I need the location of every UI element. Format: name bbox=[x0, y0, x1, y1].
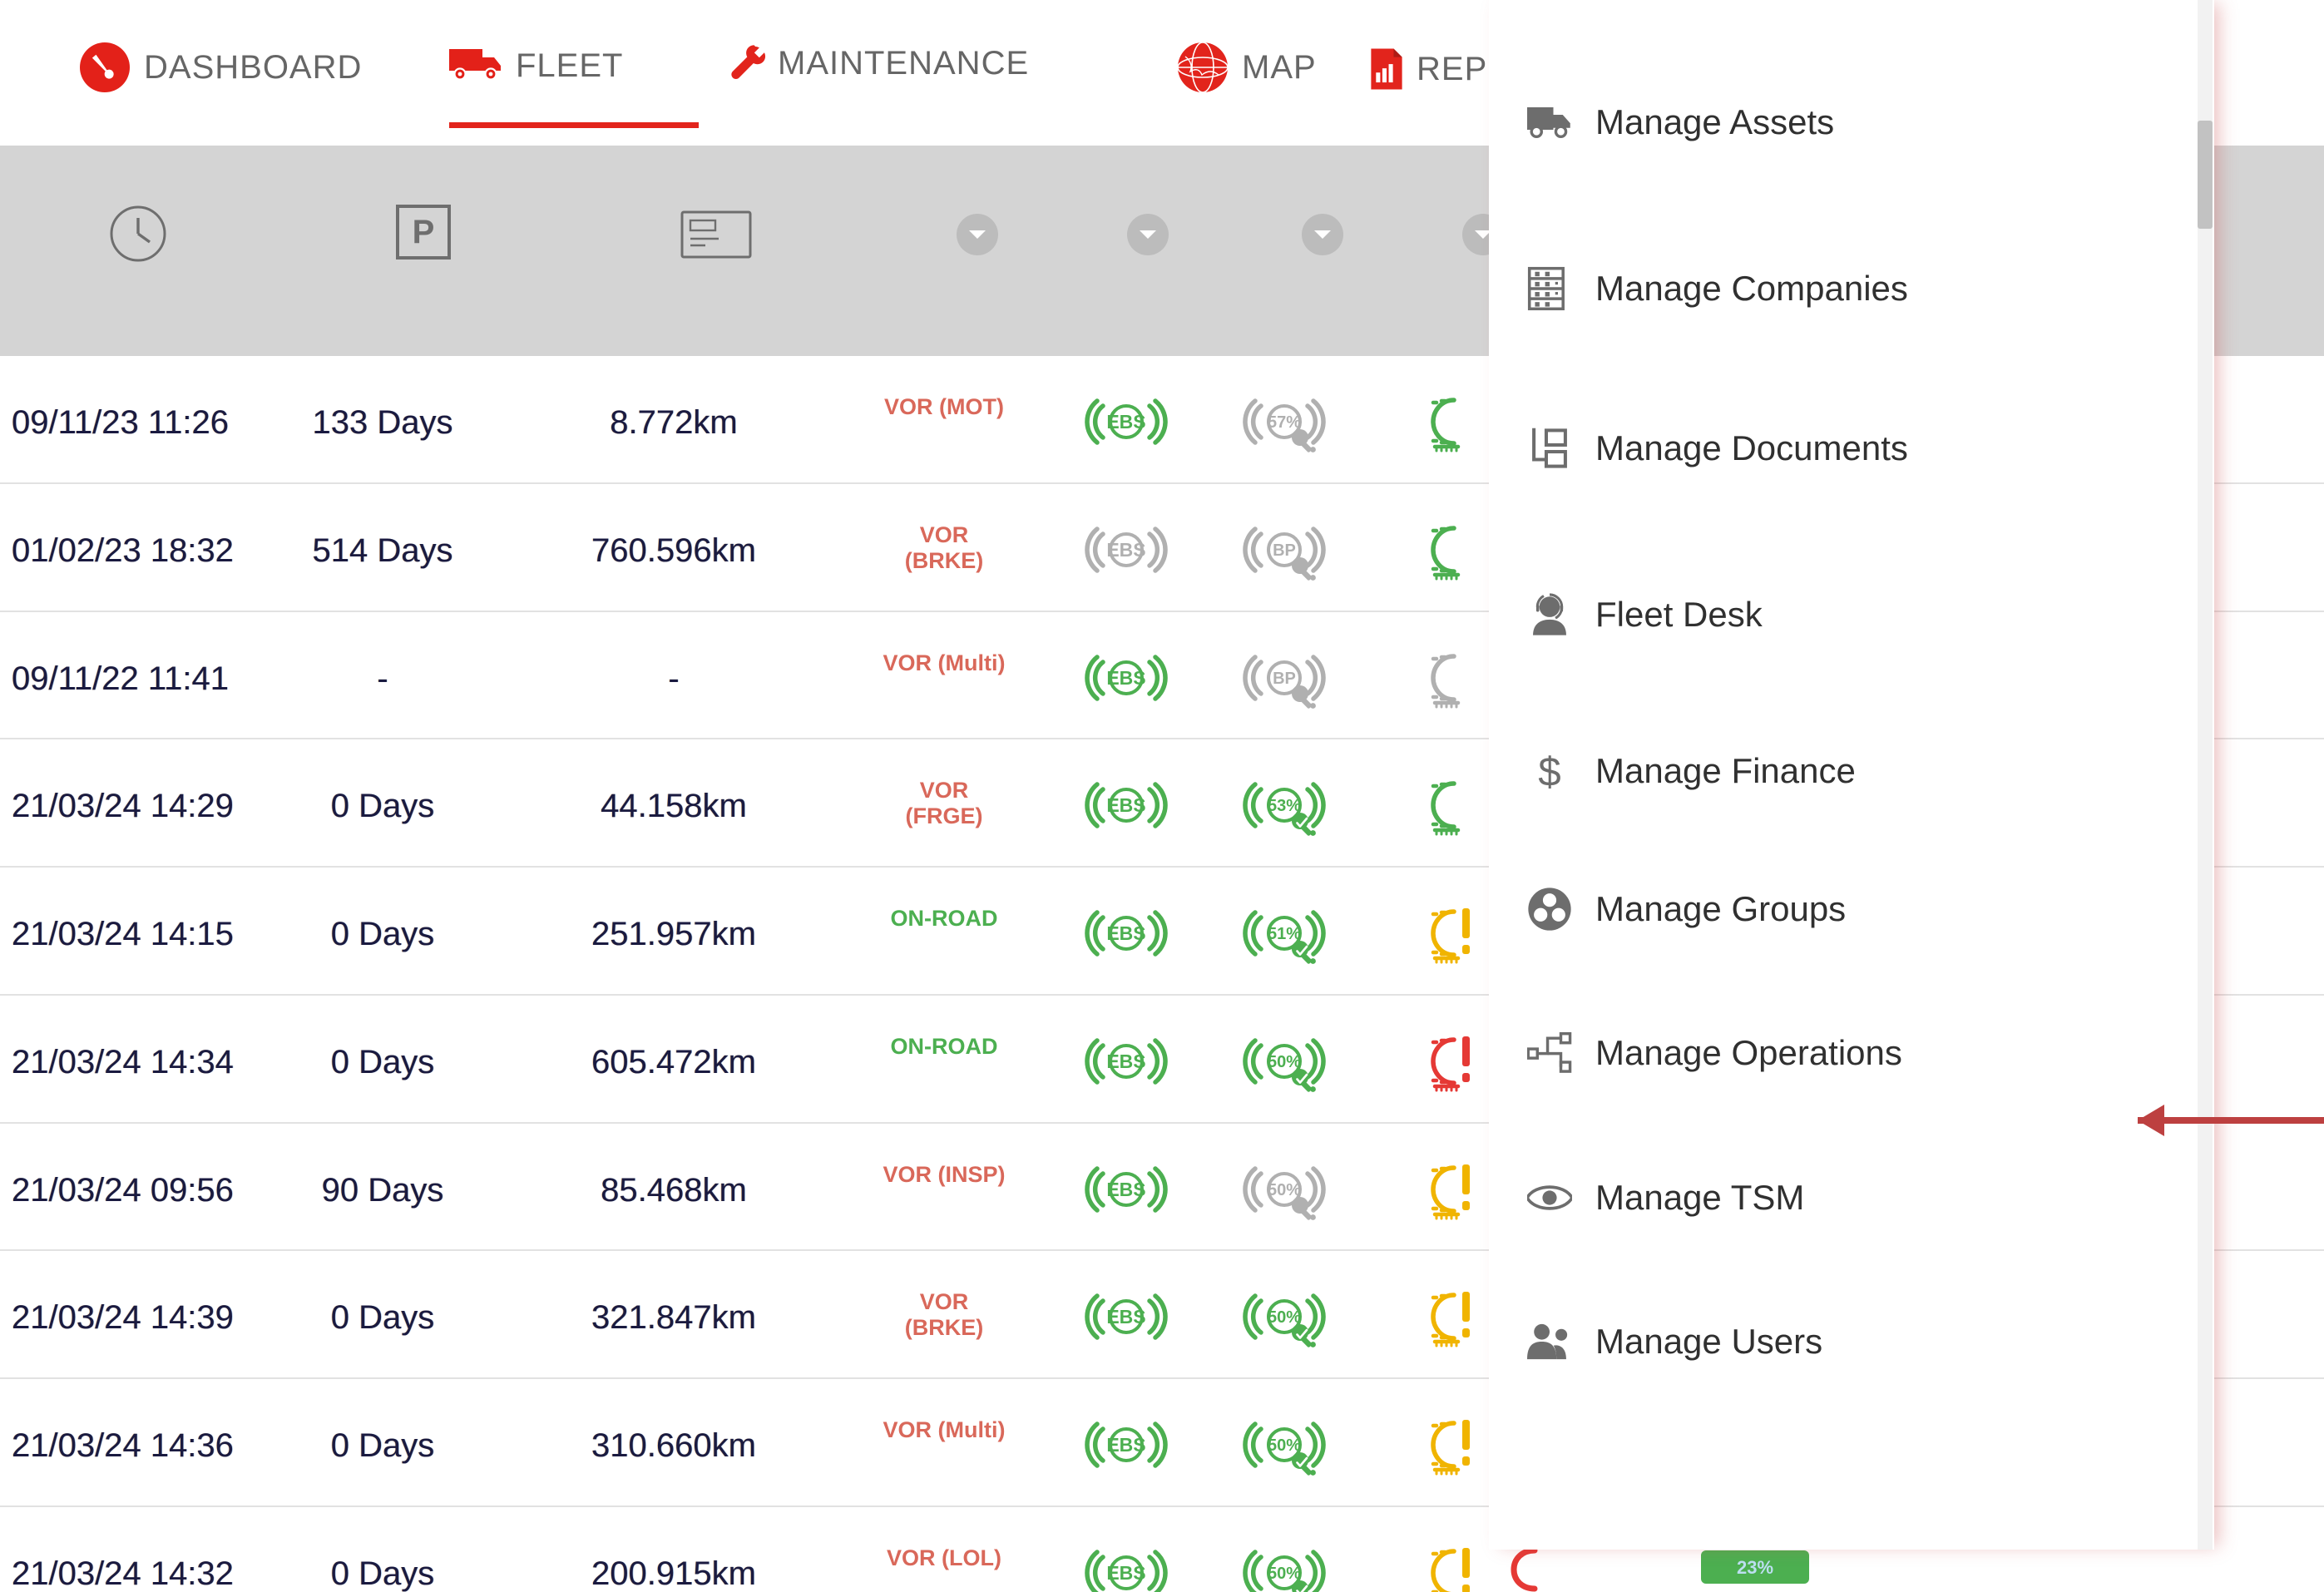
svg-text:50%: 50% bbox=[1268, 1308, 1301, 1327]
svg-text:EBS: EBS bbox=[1106, 922, 1145, 944]
svg-text:50%: 50% bbox=[1268, 1181, 1301, 1199]
svg-text:P: P bbox=[413, 214, 435, 250]
svg-text:BP: BP bbox=[1273, 670, 1296, 688]
svg-text:EBS: EBS bbox=[1106, 539, 1145, 561]
svg-text:EBS: EBS bbox=[1106, 1434, 1145, 1456]
svg-text:53%: 53% bbox=[1268, 797, 1301, 815]
svg-text:50%: 50% bbox=[1268, 1053, 1301, 1071]
svg-text:EBS: EBS bbox=[1106, 1179, 1145, 1200]
svg-text:EBS: EBS bbox=[1106, 667, 1145, 689]
svg-text:50%: 50% bbox=[1268, 1565, 1301, 1583]
svg-text:BP: BP bbox=[1273, 541, 1296, 560]
svg-text:EBS: EBS bbox=[1106, 411, 1145, 433]
svg-text:23%: 23% bbox=[1737, 1557, 1773, 1578]
svg-text:$: $ bbox=[1538, 749, 1560, 794]
svg-text:51%: 51% bbox=[1268, 925, 1301, 943]
svg-text:EBS: EBS bbox=[1106, 1306, 1145, 1327]
svg-text:EBS: EBS bbox=[1106, 1562, 1145, 1584]
svg-text:EBS: EBS bbox=[1106, 1051, 1145, 1072]
svg-text:50%: 50% bbox=[1268, 1436, 1301, 1455]
svg-text:EBS: EBS bbox=[1106, 794, 1145, 816]
svg-text:57%: 57% bbox=[1268, 413, 1301, 432]
